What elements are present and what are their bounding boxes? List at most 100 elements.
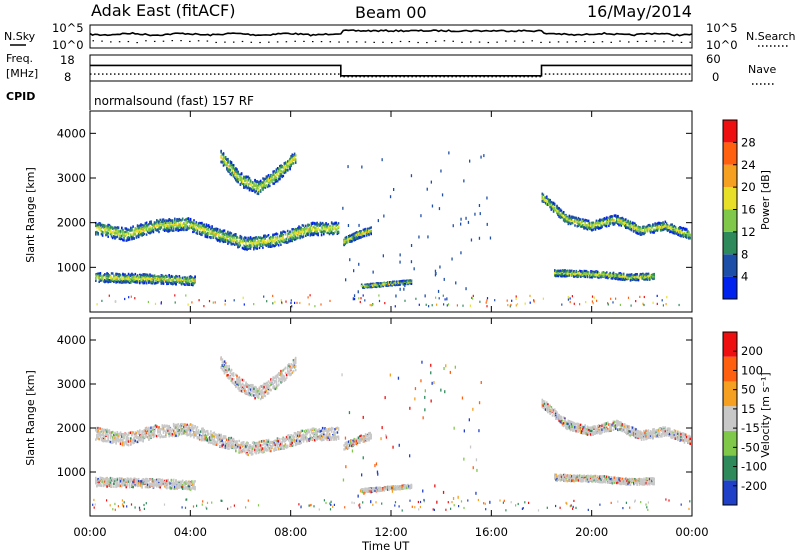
nsearch-point [330,41,332,42]
echo-cell [507,300,508,302]
echo-cell [240,184,242,186]
echo-cell [435,297,436,299]
echo-cell [128,232,130,234]
nsearch-point [584,41,586,42]
echo-cell [415,298,416,300]
nsearch-point [681,42,683,43]
echo-cell [411,244,412,247]
nsearch-point [602,41,604,42]
echo-cell [291,299,292,301]
echo-cell [115,301,116,303]
nsearch-point [628,41,630,42]
echo-cell [217,228,219,230]
colorbar-segment [723,277,737,299]
echo-cell [612,301,613,303]
echo-cell [594,297,595,299]
nsearch-point [119,41,121,42]
colorbar-tick-label: 16 [741,203,756,217]
colorbar-tick-label: 4 [741,270,748,284]
echo-cell [158,231,160,233]
echo-cell [471,239,472,242]
echo-cell [426,304,427,306]
nsearch-point [444,40,446,41]
echo-cell [378,219,379,222]
echo-cell [139,282,141,284]
echo-cell [507,304,508,306]
echo-cell [323,233,325,235]
echo-cell [309,303,310,305]
nsearch-point [259,42,261,43]
echo-cell [95,233,97,235]
echo-cell [262,247,264,249]
echo-cell [129,238,131,240]
echo-cell [589,222,591,224]
echo-cell [679,304,680,306]
nsearch-point [303,41,305,42]
echo-cell [189,283,191,285]
nsearch-point [689,42,691,43]
echo-cell [308,224,310,226]
echo-cell [128,444,130,446]
echo-cell [358,224,359,227]
echo-cell [525,303,526,305]
nsearch-point [198,40,200,41]
echo-cell [166,275,168,277]
echo-cell [266,300,267,302]
echo-cell [451,258,452,261]
colorbar-segment [723,142,737,164]
echo-cell [338,222,340,224]
echo-cell [112,272,114,274]
nsearch-point [356,41,358,42]
colorbar-tick-label: 20 [741,180,756,194]
echo-cell [95,277,97,279]
echo-cell [479,301,480,303]
echo-cell [534,300,535,302]
echo-cell [360,297,361,299]
echo-cell [209,226,211,228]
echo-cell [517,303,518,305]
echo-cell [404,284,405,287]
echo-cell [185,294,186,296]
echo-cell [256,247,258,249]
echo-cell [303,235,305,237]
freq-tick-top: 18 [60,53,75,67]
echo-cell [647,230,649,232]
echo-cell [617,215,619,217]
nsearch-point [207,40,209,41]
echo-cell [190,218,192,220]
echo-cell [289,168,291,170]
echo-cell [358,290,359,293]
nsearch-point [417,42,419,43]
echo-cell [140,439,142,441]
echo-cell [258,189,260,191]
echo-cell [395,305,396,307]
echo-cell [615,298,616,300]
echo-cell [480,156,481,159]
echo-cell [361,166,362,169]
echo-cell [117,236,119,238]
nsearch-point [549,42,551,43]
echo-cell [274,301,275,303]
echo-cell [109,295,110,297]
echo-cell [140,230,142,232]
nsearch-point [523,42,525,43]
echo-cell [372,304,373,306]
nsearch-point [637,41,639,42]
echo-cell [643,304,644,306]
echo-cell [196,221,198,223]
echo-cell [610,298,611,300]
echo-cell [285,171,287,173]
nave-tick-bottom: 0 [712,70,719,84]
nsearch-point [365,41,367,42]
echo-cell [293,162,295,164]
echo-cell [400,253,401,256]
echo-cell [295,158,297,160]
echo-cell [653,302,654,304]
echo-cell [460,223,461,226]
echo-cell [487,297,488,299]
echo-cell [128,296,129,298]
noise-strip-frame [90,25,692,48]
echo-cell [403,288,404,291]
echo-cell [626,223,628,225]
